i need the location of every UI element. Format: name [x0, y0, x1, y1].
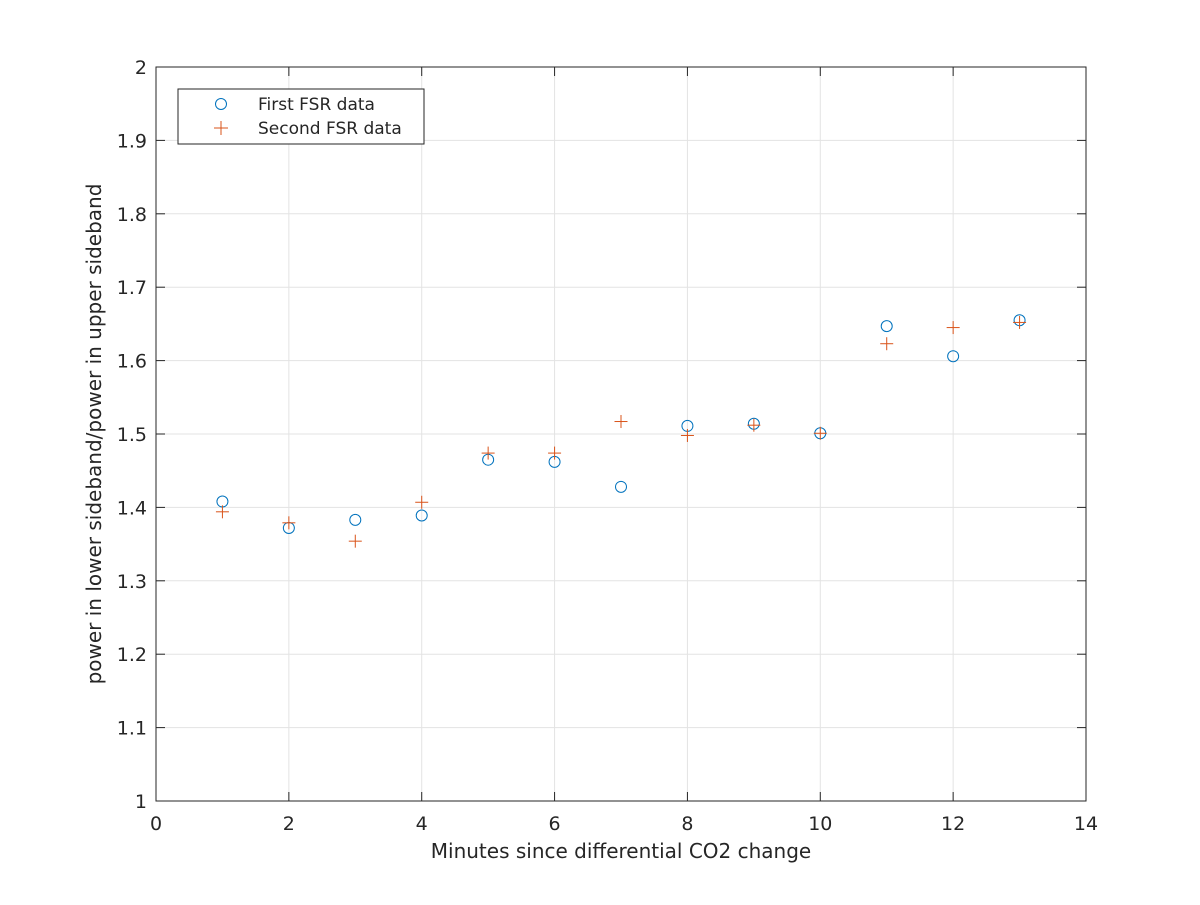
data-point-first-series	[415, 509, 428, 522]
y-tick-label: 1.3	[117, 571, 147, 593]
x-tick-label: 12	[941, 813, 965, 835]
data-point-second-series	[282, 516, 296, 530]
data-point-second-series	[415, 495, 429, 509]
x-tick-label: 6	[549, 813, 561, 835]
data-point-second-series	[348, 534, 362, 548]
legend-marker-plus-icon	[214, 121, 228, 135]
y-tick-label: 1.9	[117, 130, 147, 152]
legend-box	[177, 88, 425, 145]
data-point-second-series	[880, 337, 894, 351]
x-tick-label: 10	[808, 813, 832, 835]
tick-labels: 0 2 4 6 8 10 12 14 1 1.1 1.2 1.3 1.4 1.5 1.6 1.7 1.8 1.9 2	[117, 57, 1098, 835]
data-point-second-series	[680, 428, 694, 442]
legend: First FSR data Second FSR data	[177, 88, 425, 145]
y-tick-label: 1.7	[117, 277, 147, 299]
data-point-first-series	[349, 513, 362, 526]
y-tick-label: 1	[135, 791, 147, 813]
data-point-first-series	[947, 350, 960, 363]
data-point-second-series	[1013, 315, 1027, 329]
x-tick-label: 2	[283, 813, 295, 835]
x-tick-label: 4	[416, 813, 428, 835]
y-tick-label: 2	[135, 57, 147, 79]
data-point-second-series	[946, 321, 960, 335]
y-tick-label: 1.1	[117, 718, 147, 740]
data-points	[215, 314, 1027, 548]
data-point-first-series	[615, 480, 627, 493]
x-tick-label: 0	[150, 813, 162, 835]
axes-box	[155, 66, 1087, 802]
y-tick-label: 1.5	[117, 424, 147, 446]
y-tick-label: 1.4	[117, 497, 147, 519]
y-axis-label: power in lower sideband/power in upper s…	[82, 184, 106, 685]
data-point-second-series	[481, 446, 495, 460]
legend-label-second-series: Second FSR data	[258, 119, 402, 139]
legend-label-first-series: First FSR data	[258, 95, 375, 115]
data-point-second-series	[215, 505, 229, 519]
y-tick-label: 1.6	[117, 351, 147, 373]
legend-marker-circle-icon	[215, 98, 227, 110]
data-point-second-series	[614, 415, 628, 429]
data-point-first-series	[880, 320, 893, 333]
data-point-second-series	[548, 446, 562, 460]
y-tick-label: 1.8	[117, 204, 147, 226]
data-point-second-series	[813, 426, 827, 440]
data-point-second-series	[747, 418, 761, 432]
x-tick-label: 8	[681, 813, 693, 835]
x-tick-label: 14	[1074, 813, 1098, 835]
x-axis-label: Minutes since differential CO2 change	[431, 839, 811, 863]
y-tick-label: 1.2	[117, 644, 147, 666]
